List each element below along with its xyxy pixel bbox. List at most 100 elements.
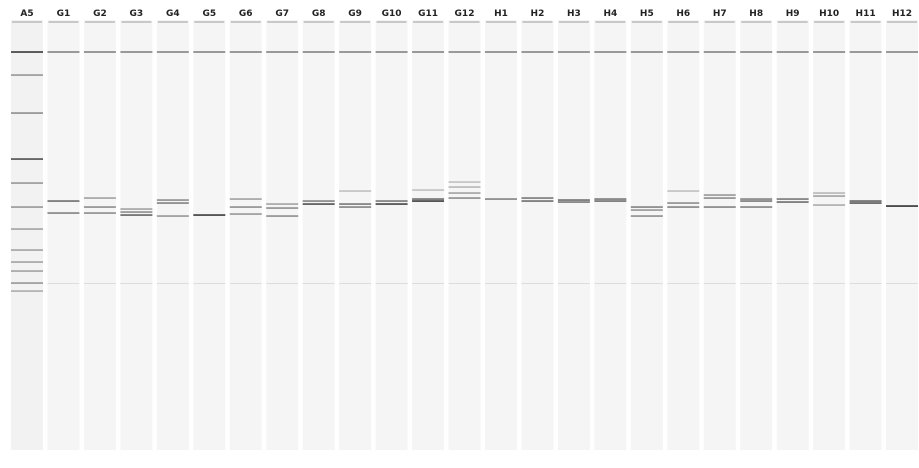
lane-header: [887, 21, 917, 23]
band: [594, 198, 626, 200]
common-band: [303, 283, 335, 284]
band: [120, 211, 152, 213]
band: [594, 200, 626, 202]
band: [193, 214, 225, 216]
band: [449, 192, 481, 194]
marker-band: [230, 51, 262, 53]
band: [84, 212, 116, 214]
lane: [521, 20, 553, 450]
common-band: [376, 283, 408, 284]
marker-band: [47, 51, 79, 53]
common-band: [120, 283, 152, 284]
band: [11, 112, 43, 114]
lane-header: [851, 21, 881, 23]
lane-label: G8: [312, 9, 326, 19]
lane-label: H5: [640, 9, 654, 19]
lane-label: G4: [166, 9, 180, 19]
band: [11, 270, 43, 272]
common-band: [594, 283, 626, 284]
lane-label: G3: [130, 9, 144, 19]
band: [47, 212, 79, 214]
band: [740, 198, 772, 200]
marker-band: [886, 51, 918, 53]
common-band: [339, 283, 371, 284]
band: [667, 190, 699, 192]
common-band: [558, 283, 590, 284]
marker-band: [631, 51, 663, 53]
band: [11, 74, 43, 76]
common-band: [47, 283, 79, 284]
band: [266, 207, 298, 209]
band: [850, 202, 882, 204]
lane-label: H1: [494, 9, 508, 19]
common-band: [266, 283, 298, 284]
lane-label: H8: [749, 9, 763, 19]
lane: [157, 20, 189, 450]
lane-label: H12: [892, 9, 912, 19]
band: [157, 202, 189, 204]
lane-label: G6: [239, 9, 253, 19]
band: [667, 206, 699, 208]
common-band: [740, 283, 772, 284]
common-band: [84, 283, 116, 284]
marker-band: [193, 51, 225, 53]
lane-header: [705, 21, 735, 23]
marker-band: [449, 51, 481, 53]
lane: [558, 20, 590, 450]
common-band: [230, 283, 262, 284]
lane-label: G10: [382, 9, 402, 19]
lane: [704, 20, 736, 450]
band: [813, 204, 845, 206]
band: [11, 261, 43, 263]
marker-band: [339, 51, 371, 53]
marker-band: [303, 51, 335, 53]
lane-label: H3: [567, 9, 581, 19]
band: [11, 206, 43, 208]
lane: [266, 20, 298, 450]
band: [412, 189, 444, 191]
band: [157, 199, 189, 201]
gel-image: A5G1G2G3G4G5G6G7G8G9G10G11G12H1H2H3H4H5H…: [0, 0, 919, 464]
band: [11, 158, 43, 160]
band: [84, 206, 116, 208]
band: [704, 197, 736, 199]
band: [47, 200, 79, 202]
band: [11, 228, 43, 230]
common-band: [157, 283, 189, 284]
band: [850, 200, 882, 202]
lane-header: [632, 21, 662, 23]
lane: [120, 20, 152, 450]
lane: [339, 20, 371, 450]
lane-header: [12, 21, 42, 23]
band: [631, 215, 663, 217]
lane-label: G2: [93, 9, 107, 19]
band: [558, 201, 590, 203]
lane-label: H7: [713, 9, 727, 19]
lane-label: H4: [603, 9, 617, 19]
lane-label: G12: [455, 9, 475, 19]
common-band: [777, 283, 809, 284]
band: [266, 203, 298, 205]
lane-header: [522, 21, 552, 23]
band: [230, 213, 262, 215]
common-band: [412, 283, 444, 284]
band: [339, 203, 371, 205]
lane-label: H2: [531, 9, 545, 19]
lane-label: G11: [418, 9, 438, 19]
band: [521, 197, 553, 199]
common-band: [850, 283, 882, 284]
band: [84, 197, 116, 199]
band: [339, 190, 371, 192]
lane: [740, 20, 772, 450]
lane: [850, 20, 882, 450]
band: [813, 192, 845, 194]
lane: [777, 20, 809, 450]
band: [777, 198, 809, 200]
lane: [11, 20, 43, 450]
lane-label: G1: [57, 9, 71, 19]
band: [631, 209, 663, 211]
marker-band: [558, 51, 590, 53]
common-band: [449, 283, 481, 284]
common-band: [667, 283, 699, 284]
lane-label: H11: [856, 9, 876, 19]
